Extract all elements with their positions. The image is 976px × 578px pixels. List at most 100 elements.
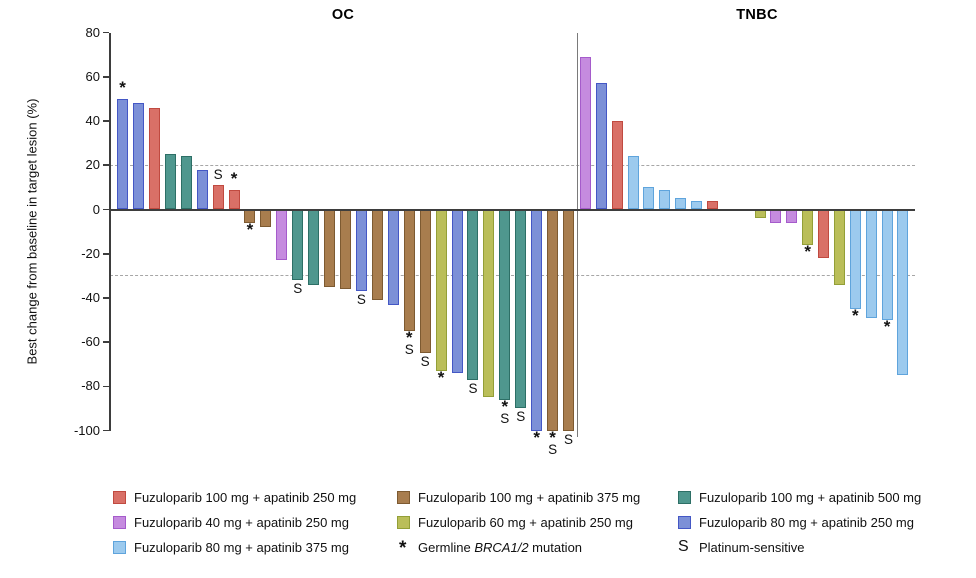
panel-title-tnbc: TNBC xyxy=(736,7,778,23)
bar xyxy=(340,209,352,290)
bar xyxy=(148,107,160,210)
legend-swatch xyxy=(113,541,126,554)
bar xyxy=(515,209,527,409)
y-tick-label: 0 xyxy=(92,201,100,217)
bar xyxy=(117,98,128,210)
platinum-sensitive-marker: S xyxy=(468,380,478,396)
brca-mutation-marker: * xyxy=(851,305,859,325)
bar xyxy=(292,209,304,281)
bar xyxy=(849,209,861,309)
zero-baseline xyxy=(110,208,915,211)
platinum-sensitive-marker: S xyxy=(420,354,430,370)
legend-swatch xyxy=(678,516,691,529)
legend-swatch xyxy=(397,491,410,504)
legend-swatch xyxy=(397,516,410,529)
y-tick-label: -40 xyxy=(81,289,100,305)
brca-mutation-marker: * xyxy=(246,219,254,239)
y-tick-label: 80 xyxy=(85,24,100,40)
legend-label: Fuzuloparib 40 mg + apatinib 250 mg xyxy=(134,515,349,530)
bar xyxy=(371,209,383,301)
bar xyxy=(865,209,877,318)
y-axis-title: Best change from baseline in target lesi… xyxy=(24,98,40,365)
bar xyxy=(435,209,447,371)
panel-separator xyxy=(576,33,578,437)
bar xyxy=(451,209,463,374)
bar xyxy=(580,56,591,210)
bar xyxy=(531,209,543,431)
y-tick-mark xyxy=(103,164,109,167)
legend-label: Germline BRCA1/2 mutation xyxy=(418,540,583,555)
brca-mutation-marker: * S xyxy=(500,396,510,426)
y-tick-label: 20 xyxy=(85,157,100,173)
legend-label: Fuzuloparib 80 mg + apatinib 375 mg xyxy=(134,540,349,555)
y-tick-label: 60 xyxy=(85,68,100,84)
bar xyxy=(483,209,495,398)
brca-mutation-marker: * S xyxy=(548,427,558,457)
legend-label: Fuzuloparib 100 mg + apatinib 250 mg xyxy=(134,490,357,505)
bar xyxy=(611,121,623,210)
legend-swatch xyxy=(113,516,126,529)
platinum-sensitive-marker: S xyxy=(516,409,526,425)
bar xyxy=(228,189,240,210)
bar xyxy=(627,156,639,210)
y-tick-mark xyxy=(103,385,109,388)
brca-mutation-marker: * S xyxy=(404,328,414,358)
panel-title-oc: OC xyxy=(331,7,355,23)
brca-mutation-marker: * xyxy=(533,427,540,447)
bar xyxy=(897,209,909,376)
bar xyxy=(212,185,224,210)
reference-line xyxy=(110,275,915,277)
brca-mutation-symbol: * xyxy=(399,538,407,559)
platinum-sensitive-symbol: S xyxy=(678,538,689,555)
y-tick-label: -80 xyxy=(81,378,100,394)
bar xyxy=(196,169,208,210)
legend-label: Fuzuloparib 100 mg + apatinib 500 mg xyxy=(699,490,922,505)
legend-label: Fuzuloparib 100 mg + apatinib 375 mg xyxy=(418,490,641,505)
y-tick-mark xyxy=(103,31,109,34)
legend-label: Platinum-sensitive xyxy=(699,540,805,555)
bar xyxy=(881,209,893,321)
y-tick-mark xyxy=(103,208,109,211)
brca-mutation-marker: * xyxy=(883,317,891,337)
bar xyxy=(387,209,399,305)
platinum-sensitive-marker: S xyxy=(356,292,366,308)
legend-swatch xyxy=(678,491,691,504)
bar xyxy=(403,209,415,332)
bar xyxy=(132,103,144,210)
y-tick-mark xyxy=(103,252,109,255)
y-tick-label: -60 xyxy=(81,334,100,350)
y-tick-label: -100 xyxy=(73,422,100,438)
brca-mutation-marker: * xyxy=(437,367,445,387)
bar xyxy=(180,156,192,210)
bar xyxy=(164,154,176,210)
bar xyxy=(499,209,511,400)
bar xyxy=(419,209,431,354)
bar xyxy=(754,209,766,219)
bar xyxy=(659,189,671,210)
bar xyxy=(324,209,336,287)
brca-mutation-marker: * xyxy=(119,77,126,97)
y-tick-mark xyxy=(103,429,109,432)
bar xyxy=(595,83,607,210)
platinum-sensitive-marker: S xyxy=(564,431,574,447)
legend-swatch xyxy=(113,491,126,504)
brca-mutation-marker: * xyxy=(230,168,238,188)
platinum-sensitive-marker: S xyxy=(293,281,303,297)
bar xyxy=(833,209,845,285)
y-tick-mark xyxy=(103,76,109,78)
bar xyxy=(643,187,655,210)
bar xyxy=(818,209,830,259)
legend-label: Fuzuloparib 80 mg + apatinib 250 mg xyxy=(699,515,914,530)
y-tick-mark xyxy=(103,297,109,299)
bar xyxy=(802,209,814,245)
platinum-sensitive-marker: S xyxy=(213,167,223,183)
bar xyxy=(786,209,798,223)
y-tick-mark xyxy=(103,341,109,343)
bar xyxy=(276,209,288,261)
brca-mutation-marker: * xyxy=(804,241,811,261)
reference-line xyxy=(110,164,915,166)
y-axis-line xyxy=(109,33,111,431)
bar xyxy=(308,209,320,285)
bar xyxy=(355,209,367,292)
